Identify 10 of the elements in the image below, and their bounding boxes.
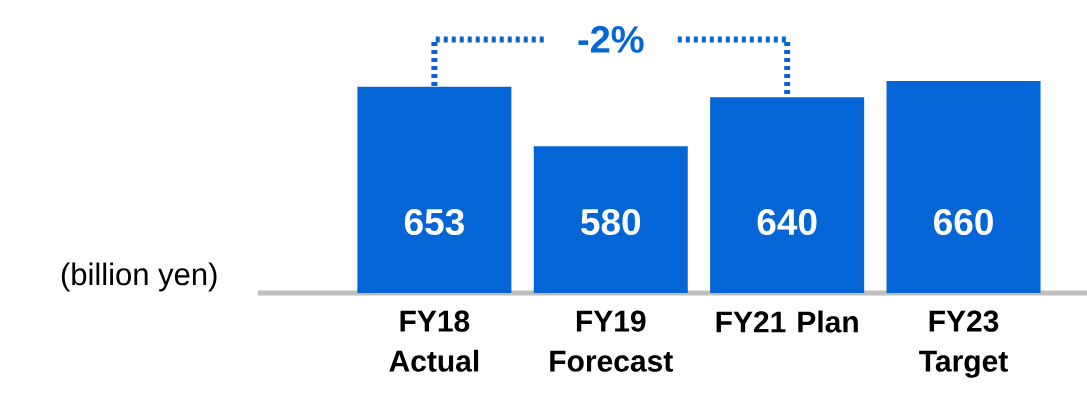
y-axis-title: (billion yen) <box>61 262 217 292</box>
data-label: 640 <box>757 208 817 236</box>
x-tick-label: FY21 Plan <box>716 310 858 333</box>
x-tick-label: FY23 Target <box>919 310 1008 378</box>
x-tick-label: FY18 Actual <box>389 310 479 372</box>
data-label: 660 <box>934 208 993 236</box>
data-label: 580 <box>581 208 641 236</box>
data-label: 653 <box>404 208 464 236</box>
x-tick-label: FY19 Forecast <box>550 310 673 372</box>
text: -2% <box>578 26 644 53</box>
